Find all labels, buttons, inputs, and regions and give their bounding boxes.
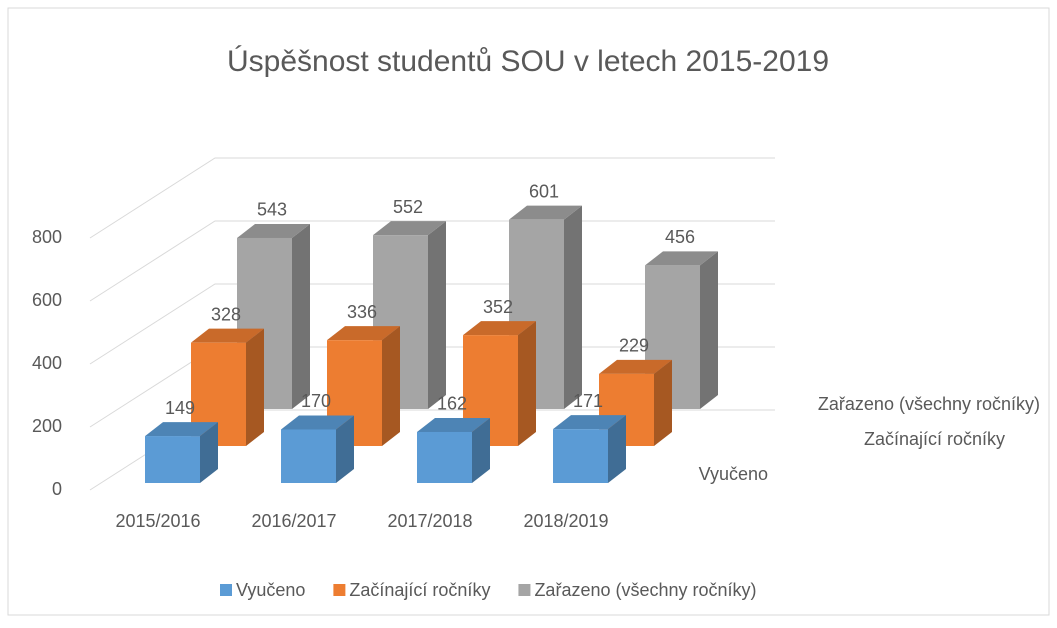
bar-side: [700, 251, 718, 409]
data-label: 456: [665, 227, 695, 247]
data-label: 171: [573, 391, 603, 411]
grid-line: [89, 220, 775, 302]
bar-top: [645, 251, 718, 266]
bar-top: [191, 328, 264, 343]
data-label: 162: [437, 394, 467, 414]
y-tick-label: 0: [52, 479, 62, 499]
bar-side: [608, 415, 626, 483]
legend-label: Vyučeno: [236, 580, 305, 600]
bar-side: [472, 417, 490, 483]
bar-top: [145, 422, 218, 437]
y-tick-label: 400: [32, 353, 62, 373]
bar-top: [553, 415, 626, 430]
bar-side: [518, 321, 536, 446]
bar-side: [200, 422, 218, 483]
bar-side: [564, 205, 582, 409]
bar-top: [509, 205, 582, 220]
legend-swatch: [333, 584, 346, 596]
bar: [145, 436, 200, 483]
bar-side: [428, 221, 446, 409]
data-label: 328: [211, 304, 241, 324]
bar: [553, 429, 608, 483]
bar-side: [382, 326, 400, 446]
data-label: 336: [347, 302, 377, 322]
chart-title: Úspěšnost studentů SOU v letech 2015-201…: [227, 45, 829, 78]
x-tick-label: 2015/2016: [115, 511, 200, 531]
series-axis-label: Začínající ročníky: [864, 429, 1005, 449]
bar-top: [237, 223, 310, 238]
y-tick-label: 800: [32, 227, 62, 247]
y-tick-label: 600: [32, 290, 62, 310]
series-axis-label: Vyučeno: [699, 464, 768, 484]
bar-top: [463, 321, 536, 336]
bar-top: [327, 326, 400, 341]
data-label: 601: [529, 181, 559, 201]
bar-side: [336, 415, 354, 483]
legend-swatch: [518, 584, 531, 596]
bar-side: [292, 223, 310, 409]
x-tick-label: 2017/2018: [387, 511, 472, 531]
x-tick-label: 2018/2019: [523, 511, 608, 531]
data-label: 149: [165, 398, 195, 418]
bar-side: [654, 359, 672, 446]
legend-label: Začínající ročníky: [349, 580, 490, 600]
series-axis-label: Zařazeno (všechny ročníky): [818, 394, 1040, 414]
bar: [281, 429, 336, 483]
bar-top: [373, 221, 446, 236]
y-tick-label: 200: [32, 416, 62, 436]
data-label: 543: [257, 200, 287, 220]
legend-label: Zařazeno (všechny ročníky): [534, 580, 756, 600]
data-label: 170: [301, 391, 331, 411]
bar-top: [599, 359, 672, 374]
legend-swatch: [220, 584, 232, 596]
bar-top: [417, 417, 490, 432]
grid-line: [89, 283, 775, 365]
data-label: 552: [393, 197, 423, 217]
bar: [417, 431, 472, 483]
data-label: 352: [483, 297, 513, 317]
bar-top: [281, 415, 354, 430]
grid-line: [89, 157, 775, 239]
bar-side: [246, 328, 264, 446]
data-label: 229: [619, 336, 649, 356]
x-tick-label: 2016/2017: [251, 511, 336, 531]
